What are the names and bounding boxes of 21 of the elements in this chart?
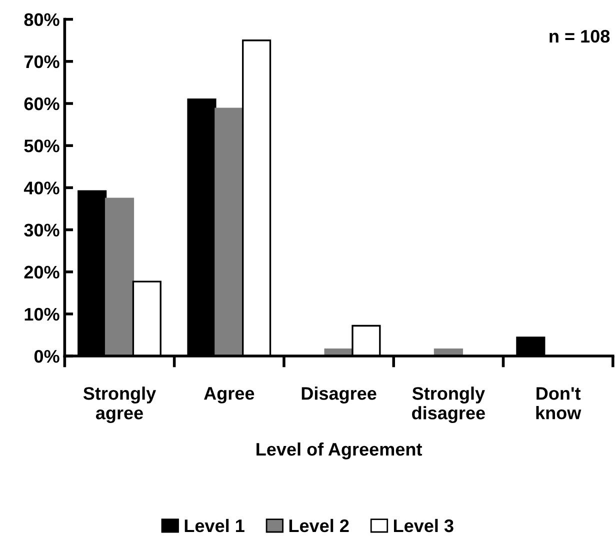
legend-label: Level 3: [394, 518, 454, 532]
annotation: n = 108: [550, 30, 610, 43]
legend-label: Level 1: [184, 518, 244, 532]
bar: [104, 198, 134, 356]
x-axis-title: Level of Agreement: [256, 442, 422, 460]
y-tick-label: 50%: [24, 140, 60, 152]
y-tick-label: 0%: [34, 350, 60, 363]
y-tick-label: 30%: [24, 224, 60, 237]
y-tick-label: 10%: [24, 308, 60, 321]
x-tick-label: Agree: [204, 387, 254, 404]
x-tick-label: Don't know: [536, 387, 582, 420]
bar: [214, 108, 244, 356]
y-tick-label: 80%: [24, 13, 60, 26]
x-tick-label: Strongly disagree: [412, 386, 485, 424]
x-tick-label: Strongly agree: [83, 386, 156, 424]
y-tick-label: 20%: [24, 266, 60, 279]
y-tick-label: 70%: [24, 55, 60, 68]
y-tick-label: 60%: [24, 97, 60, 110]
x-tick-label: Disagree: [302, 386, 376, 404]
legend-label: Level 2: [289, 518, 349, 532]
y-tick-label: 40%: [24, 182, 60, 194]
